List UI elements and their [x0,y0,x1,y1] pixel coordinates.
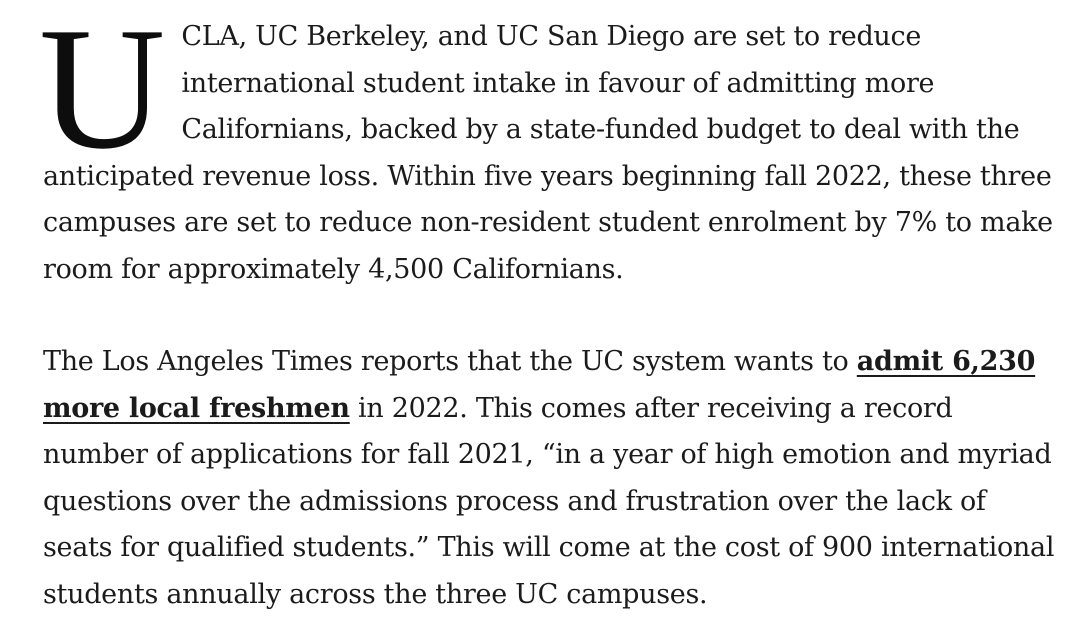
paragraph-text-after-link: in 2022. This comes after receiving a re… [43,392,1055,610]
paragraph-intro-text: CLA, UC Berkeley, and UC San Diego are s… [43,21,1053,285]
drop-cap: U [39,0,166,185]
paragraph-text-before-link: The Los Angeles Times reports that the U… [43,346,857,377]
article-body: U CLA, UC Berkeley, and UC San Diego are … [39,1,1063,618]
paragraph-la-times: The Los Angeles Times reports that the U… [43,339,1063,618]
admit-freshmen-link[interactable]: admit 6,230 more local freshmen [43,346,1036,424]
paragraph-intro: U CLA, UC Berkeley, and UC San Diego are … [39,1,1063,293]
